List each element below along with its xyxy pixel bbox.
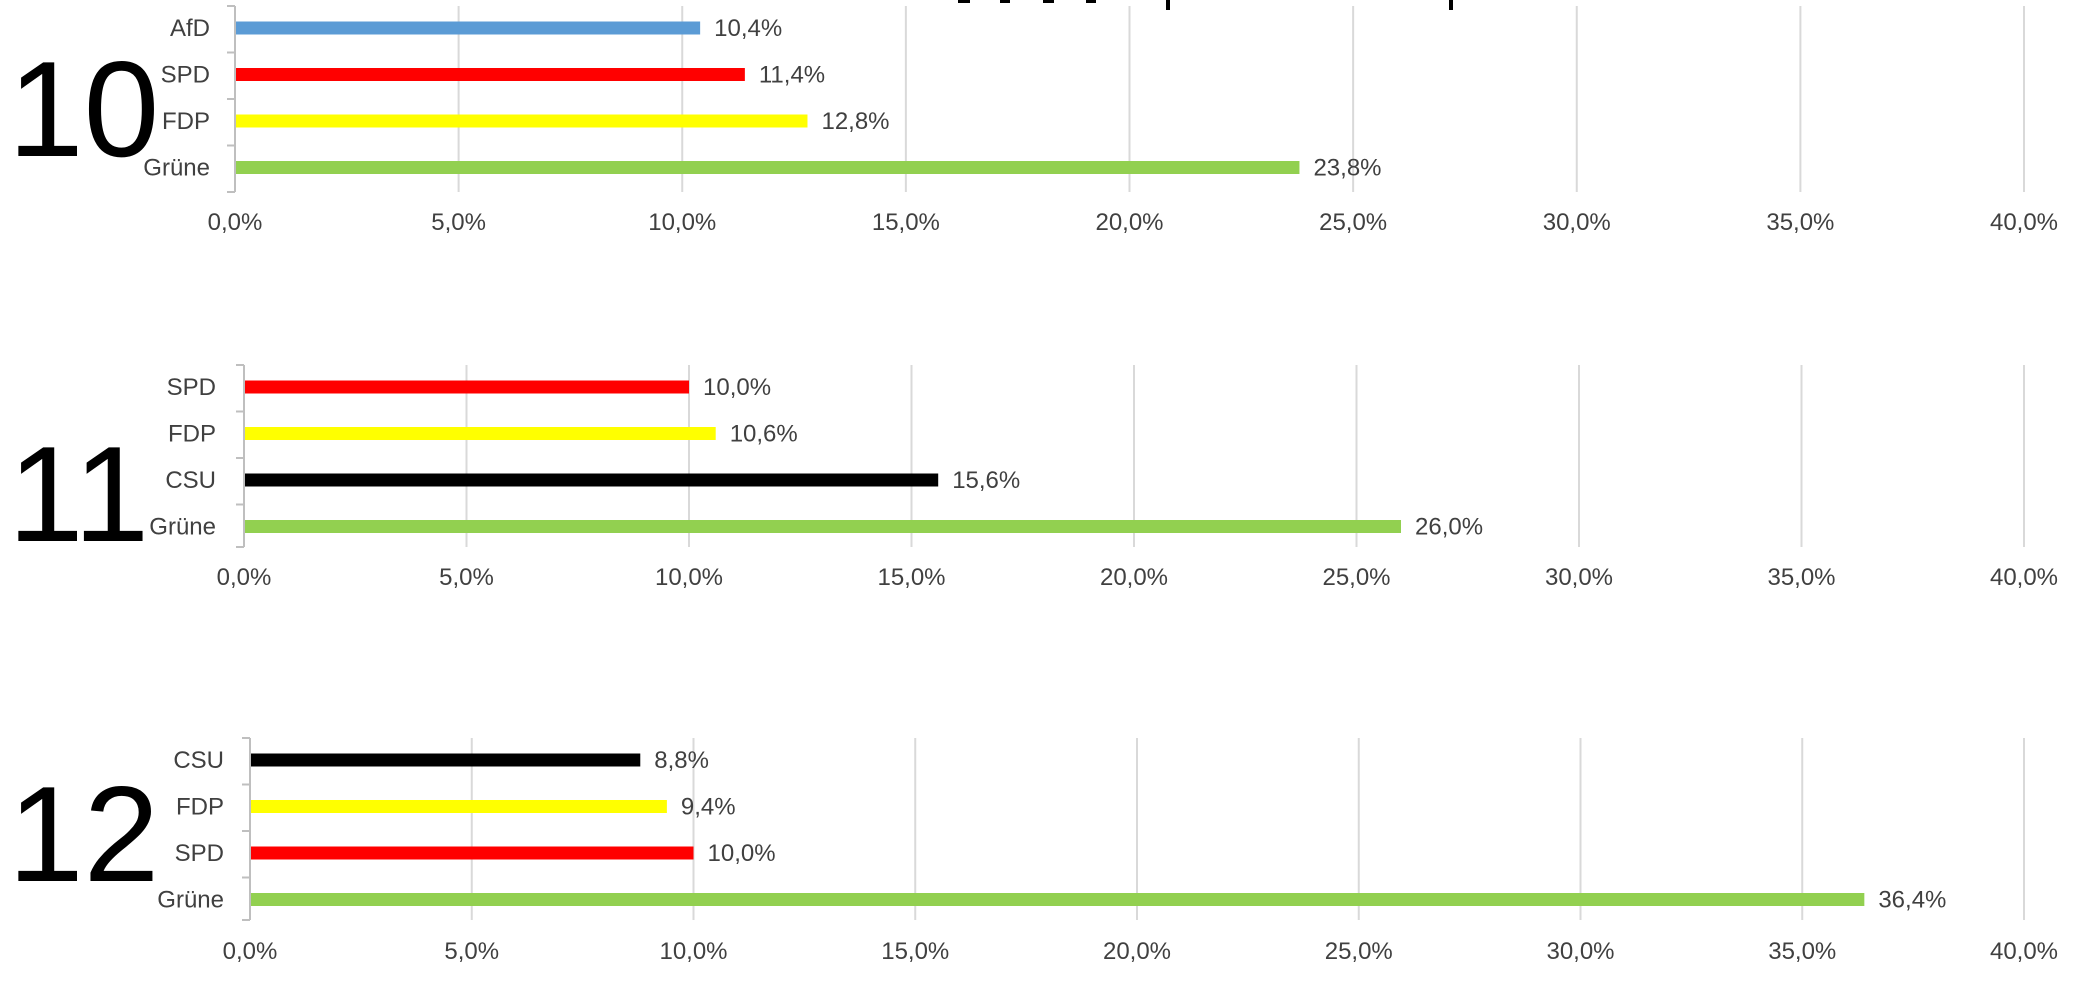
data-label: 26,0%	[1415, 514, 1483, 541]
x-tick-label: 0,0%	[217, 564, 272, 591]
bar	[236, 114, 808, 128]
bar	[245, 473, 939, 487]
x-tick-label: 0,0%	[208, 209, 263, 236]
category-label: FDP	[176, 794, 224, 821]
bar	[236, 68, 745, 81]
x-tick-label: 40,0%	[1990, 938, 2058, 965]
title-crop-mark	[1086, 0, 1096, 3]
x-tick-label: 20,0%	[1100, 564, 1168, 591]
bar	[236, 161, 1300, 174]
category-label: Grüne	[149, 514, 216, 541]
category-label: FDP	[168, 421, 216, 448]
title-crop-mark	[1449, 0, 1453, 10]
title-crop-mark	[958, 0, 970, 3]
category-label: CSU	[165, 467, 216, 494]
x-tick-label: 25,0%	[1319, 209, 1387, 236]
cropped-title-fragment	[958, 0, 1453, 10]
x-tick-label: 10,0%	[655, 564, 723, 591]
x-tick-label: 40,0%	[1990, 209, 2058, 236]
category-label: CSU	[173, 747, 224, 774]
data-label: 8,8%	[654, 747, 709, 774]
data-label: 12,8%	[821, 108, 889, 135]
data-label: 23,8%	[1313, 155, 1381, 182]
x-tick-label: 15,0%	[881, 938, 949, 965]
data-label: 10,0%	[708, 840, 776, 867]
x-tick-label: 25,0%	[1325, 938, 1393, 965]
bar	[236, 21, 701, 35]
data-label: 11,4%	[759, 62, 825, 89]
chart-panel-11: 0,0% 5,0% 10,0% 15,0% 20,0% 25,0% 30,0% 35,0% 40…	[8, 364, 2058, 591]
x-tick-label: 40,0%	[1990, 564, 2058, 591]
chart-panel-10: 0,0% 5,0% 10,0% 15,0% 20,0% 25,0% 30,0% 35,0% 40…	[8, 5, 2058, 236]
bar	[245, 520, 1401, 533]
x-tick-label: 10,0%	[648, 209, 716, 236]
title-crop-mark	[1166, 0, 1170, 10]
bar	[251, 846, 694, 860]
x-tick-label: 30,0%	[1543, 209, 1611, 236]
x-tick-label: 25,0%	[1322, 564, 1390, 591]
x-tick-label: 5,0%	[431, 209, 486, 236]
x-tick-label: 10,0%	[659, 938, 727, 965]
panel-number: 10	[8, 33, 159, 185]
x-tick-label: 0,0%	[223, 938, 278, 965]
x-tick-label: 5,0%	[439, 564, 494, 591]
data-label: 9,4%	[681, 794, 736, 821]
x-tick-label: 35,0%	[1768, 938, 1836, 965]
x-tick-label: 30,0%	[1546, 938, 1614, 965]
category-label: AfD	[170, 15, 210, 42]
x-tick-label: 30,0%	[1545, 564, 1613, 591]
bar	[245, 427, 716, 440]
category-label: Grüne	[157, 887, 224, 914]
x-tick-label: 15,0%	[877, 564, 945, 591]
bar	[251, 753, 641, 767]
x-tick-label: 15,0%	[872, 209, 940, 236]
panel-number: 12	[8, 758, 159, 910]
title-crop-mark	[1000, 0, 1010, 3]
data-label: 10,4%	[714, 15, 782, 42]
category-label: FDP	[162, 108, 210, 135]
x-tick-label: 35,0%	[1767, 564, 1835, 591]
bar	[251, 800, 667, 813]
category-label: SPD	[161, 62, 210, 89]
data-label: 36,4%	[1878, 887, 1946, 914]
category-label: SPD	[175, 840, 224, 867]
data-label: 10,6%	[730, 421, 798, 448]
category-label: Grüne	[143, 155, 210, 182]
data-label: 15,6%	[952, 467, 1020, 494]
chart-panel-12: 0,0% 5,0% 10,0% 15,0% 20,0% 25,0% 30,0% 35,0% 40…	[8, 737, 2058, 965]
bar	[245, 380, 689, 394]
data-label: 10,0%	[703, 374, 771, 401]
x-tick-label: 35,0%	[1766, 209, 1834, 236]
panel-number: 11	[8, 418, 149, 570]
x-tick-label: 20,0%	[1103, 938, 1171, 965]
x-tick-label: 5,0%	[444, 938, 499, 965]
category-label: SPD	[167, 374, 216, 401]
bar	[251, 893, 1865, 906]
title-crop-mark	[1043, 0, 1054, 3]
x-tick-label: 20,0%	[1095, 209, 1163, 236]
